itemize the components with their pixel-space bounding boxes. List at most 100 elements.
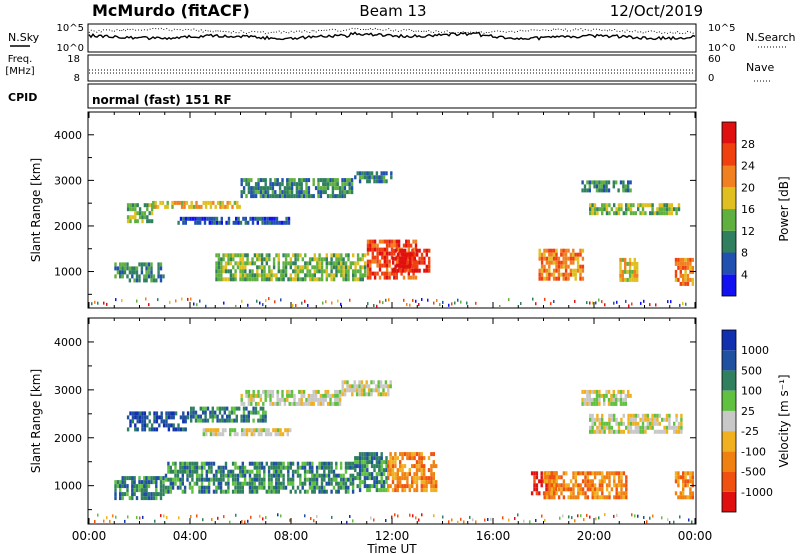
echo-cell [293, 178, 296, 183]
echo-cell [233, 428, 237, 433]
echo-cell [620, 483, 623, 488]
echo-cell [318, 485, 321, 490]
echo-cell [278, 397, 282, 402]
echo-cell [404, 264, 407, 269]
echo-cell [147, 266, 151, 271]
echo-cell [366, 472, 369, 477]
echo-cell [278, 186, 282, 191]
echo-cell [236, 485, 240, 490]
freq-left-tick-top: 18 [67, 54, 80, 65]
echo-cell [355, 388, 359, 393]
freq-left-tick-bottom: 8 [74, 73, 80, 84]
echo-cell [564, 272, 568, 277]
echo-cell [339, 481, 343, 486]
echo-cell [350, 178, 354, 183]
echo-cell [680, 413, 683, 418]
echo-cell [147, 262, 151, 267]
echo-cell [191, 489, 194, 494]
echo-cell [207, 465, 211, 470]
echo-cell [586, 180, 589, 185]
echo-cell [217, 477, 220, 482]
echo-cell [188, 469, 192, 474]
echo-cell [601, 413, 604, 418]
echo-cell [126, 274, 129, 279]
echo-cell [152, 278, 156, 283]
echo-cell [317, 178, 320, 183]
echo-cell [211, 418, 214, 423]
echo-cell [358, 484, 362, 489]
echo-cell [335, 269, 338, 274]
echo-cell [300, 389, 303, 394]
y-tick-label: 1000 [54, 266, 82, 279]
echo-cell [140, 496, 144, 501]
echo-cell [336, 397, 339, 402]
echo-cell [610, 417, 613, 422]
echo-cell [289, 461, 292, 466]
echo-cell [160, 415, 163, 420]
speckle [418, 303, 420, 306]
echo-cell [581, 397, 584, 402]
echo-cell [303, 477, 307, 482]
echo-cell [576, 264, 580, 269]
echo-cell [266, 190, 270, 195]
echo-cell [304, 253, 307, 258]
echo-cell [195, 204, 198, 209]
echo-cell [260, 265, 264, 270]
echo-cell [224, 269, 228, 274]
echo-cell [591, 425, 594, 430]
echo-cell [266, 186, 270, 191]
echo-cell [176, 485, 180, 490]
echo-cell [579, 487, 582, 492]
echo-cell [258, 253, 261, 258]
echo-cell [266, 393, 270, 398]
echo-cell [202, 200, 205, 205]
echo-cell [199, 414, 202, 419]
speckle [268, 297, 270, 301]
speckle [598, 298, 600, 302]
y-tick-label: 3000 [54, 384, 82, 397]
echo-cell [423, 476, 426, 481]
echo-cell [318, 277, 321, 282]
speckle [157, 298, 159, 302]
echo-cell [682, 273, 685, 278]
echo-cell [348, 384, 352, 389]
echo-cell [385, 476, 388, 481]
echo-cell [603, 397, 606, 402]
echo-cell [591, 495, 594, 500]
echo-cell [382, 384, 385, 389]
echo-cell [401, 484, 404, 489]
echo-cell [302, 401, 306, 406]
echo-cell [365, 392, 368, 397]
echo-cell [157, 492, 160, 497]
echo-cell [387, 488, 390, 493]
echo-cell [387, 476, 390, 481]
echo-cell [373, 452, 376, 457]
echo-cell [625, 211, 628, 216]
echo-cell [145, 492, 148, 497]
echo-cell [217, 257, 221, 262]
echo-cell [189, 216, 192, 221]
speckle [613, 514, 615, 518]
echo-cell [254, 186, 258, 191]
echo-cell [274, 178, 277, 183]
echo-cell [313, 277, 316, 282]
echo-cell [644, 211, 647, 216]
echo-cell [598, 425, 601, 430]
echo-cell [584, 479, 587, 484]
echo-cell [155, 415, 159, 420]
nsearch-label: N.Search [746, 31, 796, 44]
echo-cell [257, 186, 260, 191]
echo-cell [382, 392, 385, 397]
echo-cell [658, 203, 661, 208]
echo-cell [222, 253, 225, 258]
echo-cell [408, 264, 412, 269]
echo-cell [123, 484, 127, 489]
echo-cell [311, 277, 314, 282]
echo-cell [156, 204, 160, 209]
echo-cell [579, 272, 582, 277]
echo-cell [627, 207, 630, 212]
echo-cell [245, 182, 248, 187]
speckle [559, 516, 561, 520]
echo-cell [380, 484, 383, 489]
echo-cell [569, 479, 573, 484]
